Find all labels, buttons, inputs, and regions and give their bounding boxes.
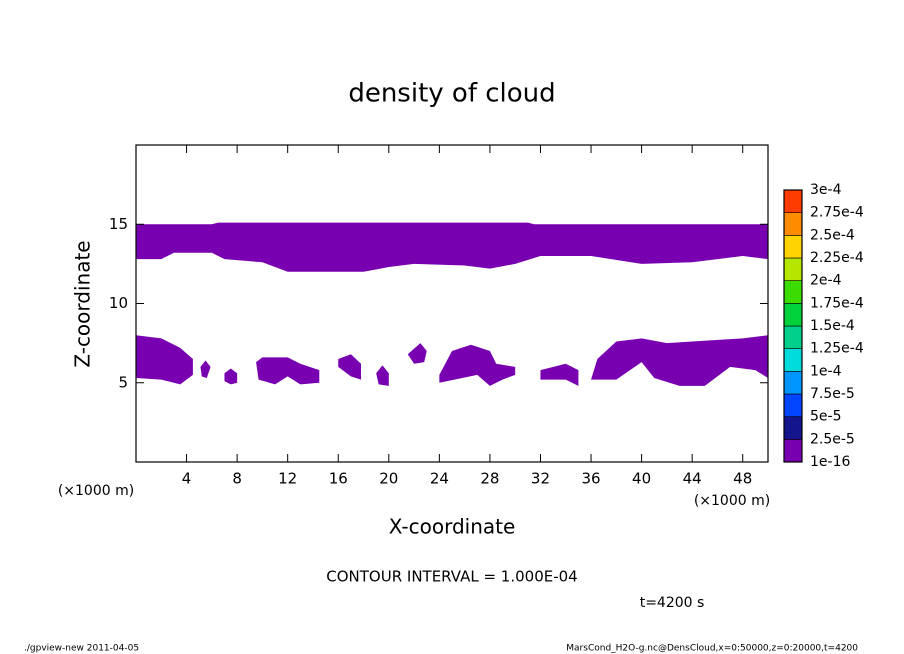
colorbar-label: 2.5e-4 [810, 227, 855, 243]
colorbar-label: 2e-4 [810, 273, 842, 289]
time-label: t=4200 s [640, 595, 705, 611]
colorbar-box [783, 257, 803, 281]
cloud-region [136, 222, 768, 272]
x-unit: (×1000 m) [58, 483, 134, 499]
colorbar-box [783, 189, 803, 213]
footer: ./gpview-new 2011-04-05 [24, 644, 139, 654]
colorbar-label: 1.5e-4 [810, 318, 855, 334]
colorbar-label: 2.75e-4 [810, 205, 864, 221]
cloud-region [256, 357, 320, 385]
y-tick-label: 10 [109, 294, 128, 312]
colorbar-label: 2.5e-5 [810, 431, 855, 447]
y-tick-label: 15 [109, 215, 128, 233]
y-tick-label: 5 [118, 373, 128, 391]
colorbar-box [783, 235, 803, 259]
colorbar-label: 2.25e-4 [810, 250, 864, 266]
x-tick-label: 24 [430, 470, 449, 488]
colorbar-label: 1e-16 [810, 454, 850, 470]
colorbar-box [783, 212, 803, 236]
x-tick-label: 28 [480, 470, 499, 488]
colorbar-box [783, 325, 803, 349]
colorbar-frame [783, 189, 803, 463]
colorbar-label: 5e-5 [810, 409, 841, 425]
x-tick-label: 32 [531, 470, 550, 488]
x-tick-label: 40 [632, 470, 651, 488]
cloud-region [591, 335, 768, 386]
colorbar-label: 3e-4 [810, 182, 842, 198]
x-tick-label: 4 [182, 470, 192, 488]
cloud-region [224, 368, 238, 385]
colorbar-box [783, 280, 803, 304]
x-axis-label: X-coordinate [389, 515, 516, 539]
x-tick-label: 44 [683, 470, 702, 488]
chart-title: density of cloud [348, 79, 555, 109]
contour-interval: CONTOUR INTERVAL = 1.000E-04 [326, 568, 577, 586]
cloud-region [338, 354, 361, 380]
colorbar-box [783, 439, 803, 463]
colorbar-box [783, 393, 803, 417]
cloud-region [439, 344, 516, 386]
colorbar-label: 1e-4 [810, 363, 842, 379]
cloud-region [540, 363, 579, 386]
x-tick-label: 20 [379, 470, 398, 488]
colorbar-box [783, 416, 803, 440]
x-tick-label: 48 [733, 470, 752, 488]
cloud-region [407, 343, 427, 364]
colorbar-label: 1.25e-4 [810, 341, 864, 357]
cloud-region [136, 335, 193, 385]
x-tick-label: 12 [278, 470, 297, 488]
colorbar-label: 1.75e-4 [810, 295, 864, 311]
footer: MarsCond_H2O-g.nc@DensCloud,x=0:50000,z=… [566, 644, 858, 654]
y-axis-label: Z-coordinate [71, 240, 95, 367]
cloud-region [376, 365, 389, 386]
x-tick-label: 8 [232, 470, 242, 488]
cloud-region [200, 360, 211, 378]
plot-frame [135, 144, 769, 463]
x-tick-label: 16 [329, 470, 348, 488]
colorbar-box [783, 371, 803, 395]
colorbar-box [783, 348, 803, 372]
x-tick-label: 36 [581, 470, 600, 488]
x-unit: (×1000 m) [694, 493, 770, 509]
colorbar-box [783, 303, 803, 327]
colorbar-label: 7.5e-5 [810, 386, 855, 402]
